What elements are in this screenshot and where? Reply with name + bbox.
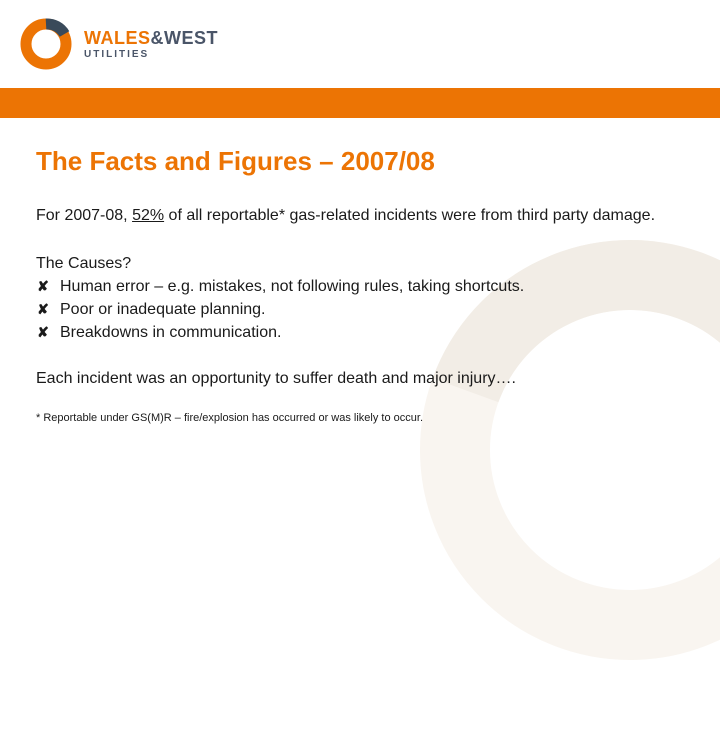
brand-west: WEST [164, 28, 218, 48]
logo-ring-icon [20, 18, 72, 70]
brand-amp: & [151, 28, 165, 48]
slide-content: The Facts and Figures – 2007/08 For 2007… [0, 118, 720, 424]
causes-heading: The Causes? [36, 255, 684, 273]
cause-text: Breakdowns in communication. [60, 321, 281, 344]
brand-text: WALES&WEST UTILITIES [84, 29, 218, 60]
cause-text: Poor or inadequate planning. [60, 298, 266, 321]
x-icon: ✘ [36, 321, 50, 343]
brand-wales: WALES [84, 28, 151, 48]
brand-logo: WALES&WEST UTILITIES [20, 18, 218, 70]
list-item: ✘ Poor or inadequate planning. [36, 298, 684, 321]
brand-line1: WALES&WEST [84, 29, 218, 48]
list-item: ✘ Breakdowns in communication. [36, 321, 684, 344]
cause-text: Human error – e.g. mistakes, not followi… [60, 275, 524, 298]
list-item: ✘ Human error – e.g. mistakes, not follow… [36, 275, 684, 298]
slide-header: WALES&WEST UTILITIES [0, 0, 720, 118]
x-icon: ✘ [36, 275, 50, 297]
intro-paragraph: For 2007-08, 52% of all reportable* gas-… [36, 205, 684, 227]
closing-paragraph: Each incident was an opportunity to suff… [36, 370, 684, 388]
causes-list: ✘ Human error – e.g. mistakes, not follow… [36, 275, 684, 345]
footnote: * Reportable under GS(M)R – fire/explosi… [36, 412, 684, 424]
intro-post: of all reportable* gas-related incidents… [164, 207, 655, 224]
x-icon: ✘ [36, 298, 50, 320]
header-accent-bar [0, 88, 720, 118]
brand-line2: UTILITIES [84, 50, 218, 60]
slide-title: The Facts and Figures – 2007/08 [36, 146, 684, 177]
intro-percent: 52% [132, 207, 164, 224]
intro-pre: For 2007-08, [36, 207, 132, 224]
